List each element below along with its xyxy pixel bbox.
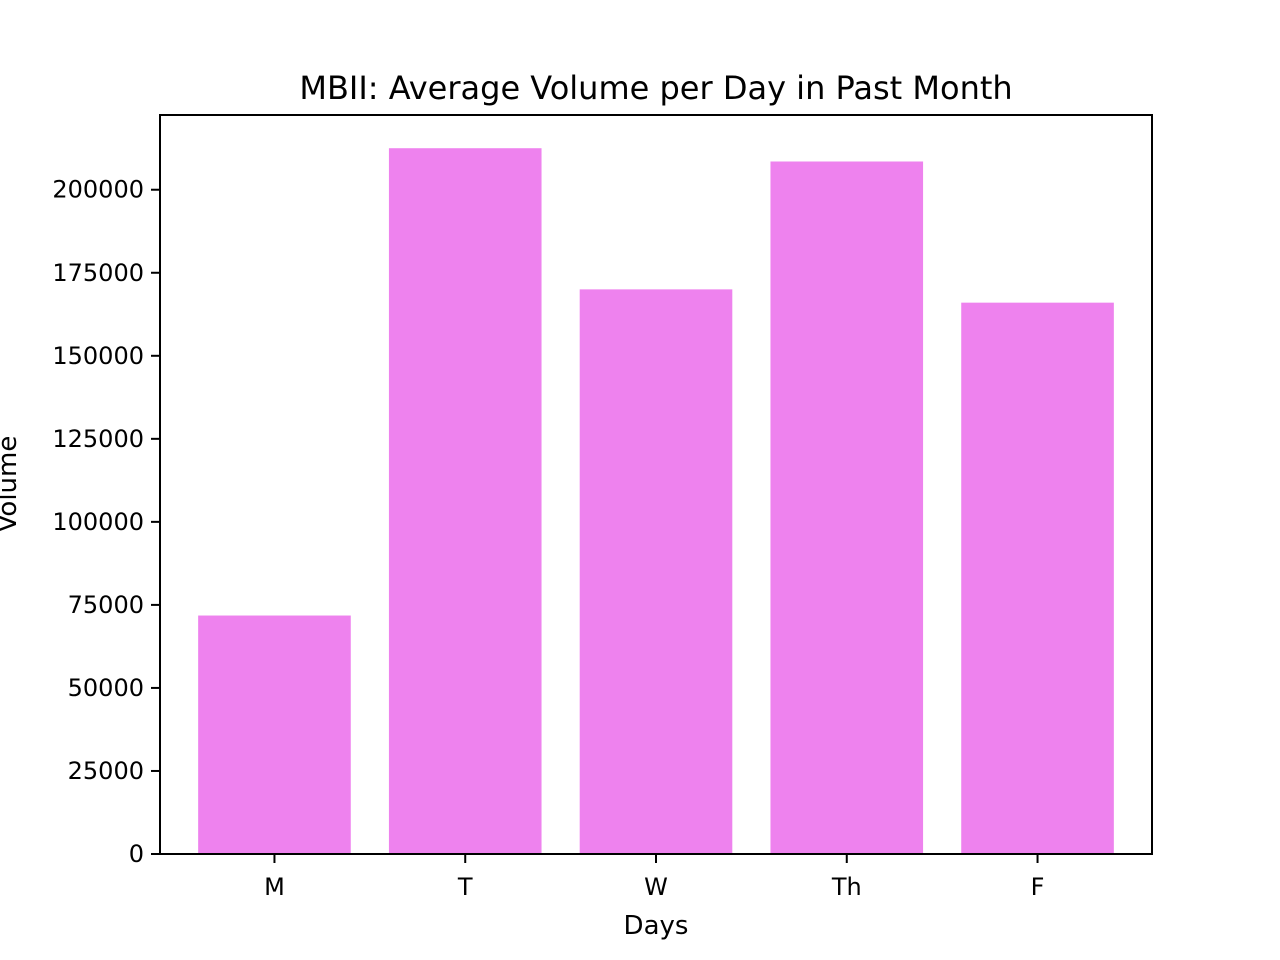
y-tick-label: 175000 [52, 259, 144, 287]
y-tick-label: 0 [129, 840, 144, 868]
x-axis-label: Days [624, 911, 689, 941]
y-axis-label: Volume [0, 436, 23, 533]
chart-title: MBII: Average Volume per Day in Past Mon… [299, 69, 1012, 107]
y-tick-label: 25000 [68, 757, 144, 785]
y-axis: 0 25000 50000 75000 100000 125000 150000 175000… [52, 176, 160, 868]
x-tick-label: F [1031, 873, 1045, 901]
bar-th [770, 161, 924, 854]
x-tick-label: Th [831, 873, 862, 901]
x-axis: M T W Th F [264, 854, 1044, 901]
y-tick-label: 75000 [68, 591, 144, 619]
bars-group [198, 148, 1114, 854]
y-tick-label: 100000 [52, 508, 144, 536]
bar-w [579, 289, 733, 854]
bar-m [198, 615, 351, 854]
bar-f [961, 302, 1114, 854]
y-tick-label: 150000 [52, 342, 144, 370]
bar-t [388, 148, 542, 854]
x-tick-label: T [457, 873, 473, 901]
plot-frame [159, 114, 1153, 855]
y-tick-label: 125000 [52, 425, 144, 453]
x-tick-label: W [644, 873, 668, 901]
y-tick-label: 200000 [52, 176, 144, 204]
x-tick-label: M [264, 873, 285, 901]
y-tick-label: 50000 [68, 674, 144, 702]
